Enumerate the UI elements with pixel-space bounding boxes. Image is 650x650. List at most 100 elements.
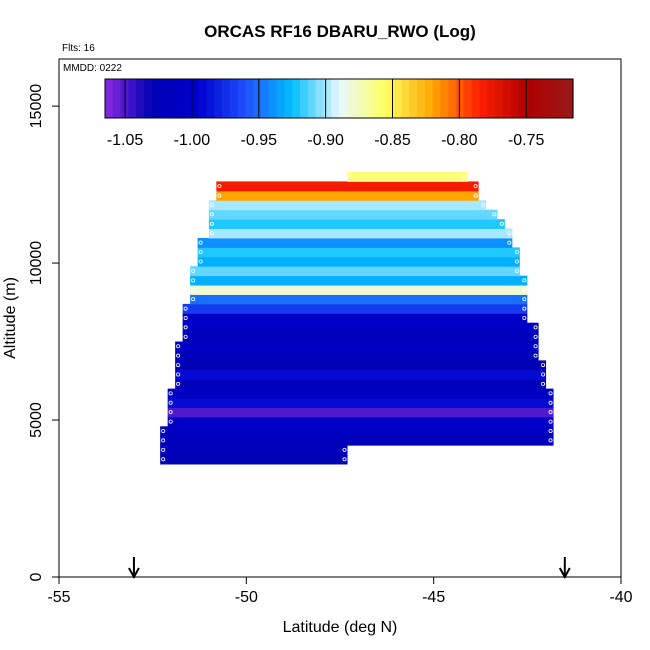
obs-point	[176, 353, 181, 358]
obs-point	[548, 419, 553, 424]
colorbar-swatch	[409, 79, 418, 118]
heatmap-cell	[182, 313, 528, 324]
heatmap-cell	[167, 416, 554, 427]
colorbar-swatch	[214, 79, 223, 118]
chart-title: ORCAS RF16 DBARU_RWO (Log)	[204, 22, 476, 41]
colorbar-swatch	[206, 79, 215, 118]
x-tick-label: -45	[422, 589, 445, 606]
arrow-head	[128, 567, 140, 580]
colorbar-swatch	[151, 79, 161, 118]
heatmap-cell	[216, 190, 479, 201]
heatmap-cell	[182, 332, 539, 343]
obs-point	[348, 174, 353, 179]
x-axis-label: Latitude (deg N)	[283, 619, 398, 636]
colorbar-swatch	[128, 79, 137, 118]
heatmap-cell	[208, 209, 498, 220]
y-tick-label: 15000	[28, 84, 45, 129]
obs-point	[183, 325, 188, 330]
colorbar-swatch	[393, 79, 402, 118]
colorbar-swatch	[190, 79, 200, 118]
heatmap	[160, 172, 554, 465]
obs-point	[176, 372, 181, 377]
colorbar-swatch	[222, 79, 231, 118]
obs-point	[176, 381, 181, 386]
colorbar-tick-label: -0.80	[441, 132, 478, 149]
heatmap-cell	[182, 303, 528, 314]
x-axis: -55 -50 -45 -40	[47, 577, 633, 606]
colorbar-swatch	[370, 79, 379, 118]
colorbar-swatch	[487, 79, 496, 118]
obs-point	[176, 363, 181, 368]
colorbar-swatch	[167, 79, 176, 118]
colorbar-swatch	[323, 79, 332, 118]
obs-point	[514, 250, 519, 255]
obs-point	[522, 315, 527, 320]
colorbar-swatch	[159, 79, 168, 118]
heatmap-cell	[175, 379, 547, 390]
colorbar-swatch	[229, 79, 239, 118]
x-tick-label: -55	[47, 589, 70, 606]
obs-point	[499, 221, 504, 226]
obs-point	[342, 457, 347, 462]
plot-frame	[58, 58, 622, 578]
colorbar-swatch	[518, 79, 527, 118]
obs-point	[541, 372, 546, 377]
flights-note: Flts: 16	[62, 43, 95, 54]
colorbar-swatch	[354, 79, 363, 118]
heatmap-cell	[197, 256, 520, 267]
heatmap-cell	[197, 247, 520, 258]
obs-point	[168, 400, 173, 405]
colorbar-swatch	[417, 79, 426, 118]
colorbar-swatch	[432, 79, 441, 118]
obs-point	[462, 174, 467, 179]
heatmap-cell	[160, 454, 348, 465]
heatmap-cell	[175, 369, 547, 380]
colorbar-swatch	[385, 79, 395, 118]
colorbar-swatch	[183, 79, 192, 118]
colorbar-swatch	[495, 79, 504, 118]
obs-point	[548, 429, 553, 434]
colorbar-swatch	[401, 79, 410, 118]
obs-point	[522, 278, 527, 283]
colorbar-swatch	[253, 79, 262, 118]
colorbar-swatch	[144, 79, 153, 118]
heatmap-cell	[160, 426, 554, 437]
obs-point	[161, 438, 166, 443]
obs-point	[209, 202, 214, 207]
colorbar-tick-label: -0.85	[374, 132, 411, 149]
colorbar-frame	[104, 78, 574, 119]
heatmap-cell	[190, 294, 528, 305]
heatmap-cell	[347, 172, 468, 182]
colorbar-swatch	[565, 79, 574, 118]
obs-point	[507, 231, 512, 236]
obs-point	[183, 334, 188, 339]
colorbar-swatch	[136, 79, 145, 118]
obs-point	[533, 334, 538, 339]
obs-point	[198, 259, 203, 264]
obs-point	[161, 447, 166, 452]
obs-point	[548, 410, 553, 415]
obs-point	[168, 419, 173, 424]
colorbar-swatch	[331, 79, 340, 118]
colorbar-swatch	[510, 79, 519, 118]
obs-point	[533, 344, 538, 349]
obs-point	[161, 457, 166, 462]
colorbar-swatch	[268, 79, 278, 118]
heatmap-cell	[190, 285, 528, 295]
obs-point	[541, 363, 546, 368]
obs-point	[507, 240, 512, 245]
heatmap-cell	[208, 219, 505, 230]
colorbar-swatch	[440, 79, 449, 118]
obs-point	[161, 429, 166, 434]
observation-points	[161, 174, 553, 462]
obs-point	[191, 287, 196, 292]
heatmap-cell	[167, 398, 554, 408]
obs-point	[342, 447, 347, 452]
obs-point	[522, 287, 527, 292]
colorbar-swatch	[292, 79, 301, 118]
heatmap-cell	[182, 322, 539, 333]
colorbar-swatch	[479, 79, 488, 118]
colorbar-swatch	[557, 79, 566, 118]
y-tick-label: 10000	[28, 241, 45, 286]
colorbar-swatch	[456, 79, 465, 118]
